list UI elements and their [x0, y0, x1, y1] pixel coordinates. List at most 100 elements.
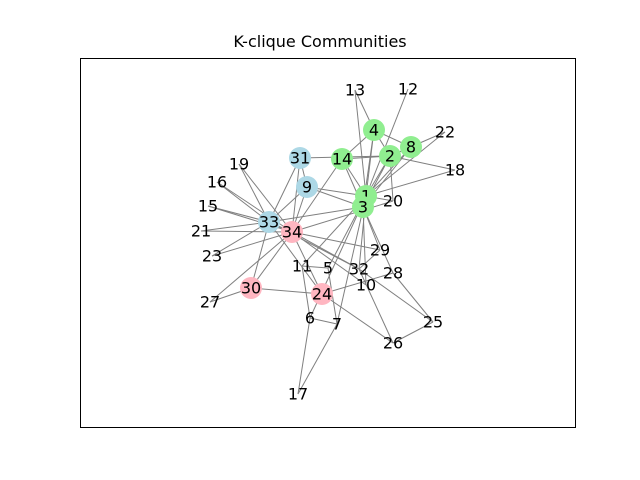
edge-14-34 — [291, 158, 343, 233]
node-circle-33 — [258, 211, 280, 233]
node-label-4: 4 — [369, 121, 379, 140]
edge-29-32 — [358, 249, 381, 270]
node-14: 14 — [331, 148, 353, 170]
edge-3-28 — [362, 206, 394, 274]
node-circle-2 — [379, 145, 401, 167]
node-7: 7 — [332, 315, 342, 334]
node-12: 12 — [398, 80, 418, 99]
edge-25-32 — [358, 268, 434, 323]
node-label-18: 18 — [445, 161, 465, 180]
node-22: 22 — [435, 123, 455, 142]
node-label-12: 12 — [398, 80, 418, 99]
node-label-17: 17 — [288, 385, 308, 404]
node-9: 9 — [296, 176, 318, 198]
node-circle-30 — [240, 277, 262, 299]
node-11: 11 — [292, 257, 312, 276]
node-16: 16 — [207, 173, 227, 192]
node-27: 27 — [200, 293, 220, 312]
edge-27-34 — [209, 231, 293, 303]
node-5: 5 — [323, 259, 333, 278]
edge-25-28 — [392, 272, 434, 323]
node-label-10: 10 — [356, 276, 376, 295]
node-label-1: 1 — [361, 187, 371, 206]
node-label-26: 26 — [383, 334, 403, 353]
edge-23-34 — [211, 231, 293, 257]
node-label-15: 15 — [198, 197, 218, 216]
node-label-3: 3 — [358, 198, 368, 217]
node-32: 32 — [349, 260, 369, 279]
node-18: 18 — [445, 161, 465, 180]
plot-frame — [80, 58, 576, 428]
edge-3-33 — [268, 206, 364, 223]
node-label-32: 32 — [349, 260, 369, 279]
node-19: 19 — [229, 155, 249, 174]
node-label-6: 6 — [305, 309, 315, 328]
node-label-25: 25 — [423, 313, 443, 332]
node-circle-31 — [289, 147, 311, 169]
node-29: 29 — [370, 241, 390, 260]
node-label-20: 20 — [383, 192, 403, 211]
edge-1-12 — [365, 88, 409, 197]
node-label-19: 19 — [229, 155, 249, 174]
node-4: 4 — [363, 119, 385, 141]
node-8: 8 — [400, 136, 422, 158]
edge-6-11 — [301, 265, 311, 319]
node-20: 20 — [383, 192, 403, 211]
edge-21-33 — [200, 221, 270, 232]
graph-title: K-clique Communities — [233, 32, 407, 51]
node-circle-3 — [352, 196, 374, 218]
node-label-9: 9 — [302, 178, 312, 197]
edge-23-33 — [211, 221, 270, 257]
node-label-31: 31 — [290, 149, 310, 168]
edge-1-13 — [354, 89, 367, 197]
node-label-34: 34 — [282, 223, 302, 242]
edge-24-26 — [321, 293, 394, 344]
node-31: 31 — [289, 147, 311, 169]
node-label-33: 33 — [259, 213, 279, 232]
edge-31-34 — [291, 157, 301, 233]
node-33: 33 — [258, 211, 280, 233]
edge-6-7 — [309, 317, 338, 325]
node-label-22: 22 — [435, 123, 455, 142]
edge-5-11 — [301, 265, 329, 269]
edge-3-10 — [362, 206, 367, 286]
node-34: 34 — [281, 221, 303, 243]
edge-layer — [200, 88, 456, 395]
node-13: 13 — [345, 81, 365, 100]
node-label-14: 14 — [332, 150, 352, 169]
node-circle-8 — [400, 136, 422, 158]
edge-24-30 — [250, 287, 323, 295]
node-21: 21 — [191, 222, 211, 241]
edge-29-34 — [291, 231, 381, 251]
node-10: 10 — [356, 276, 376, 295]
node-17: 17 — [288, 385, 308, 404]
node-label-27: 27 — [200, 293, 220, 312]
node-label-7: 7 — [332, 315, 342, 334]
node-label-23: 23 — [202, 247, 222, 266]
node-label-24: 24 — [312, 285, 332, 304]
node-circle-34 — [281, 221, 303, 243]
edge-2-18 — [389, 155, 456, 171]
node-2: 2 — [379, 145, 401, 167]
edge-24-33 — [268, 221, 323, 295]
node-label-5: 5 — [323, 259, 333, 278]
node-30: 30 — [240, 277, 262, 299]
node-label-29: 29 — [370, 241, 390, 260]
node-3: 3 — [352, 196, 374, 218]
node-26: 26 — [383, 334, 403, 353]
node-label-28: 28 — [383, 264, 403, 283]
node-28: 28 — [383, 264, 403, 283]
node-label-8: 8 — [406, 138, 416, 157]
edge-24-28 — [321, 272, 394, 295]
node-label-30: 30 — [241, 279, 261, 298]
edge-19-34 — [238, 163, 293, 233]
node-6: 6 — [305, 309, 315, 328]
edge-20-34 — [291, 200, 394, 233]
node-23: 23 — [202, 247, 222, 266]
edge-24-34 — [291, 231, 323, 295]
node-15: 15 — [198, 197, 218, 216]
edge-16-34 — [216, 181, 293, 233]
edge-7-17 — [297, 323, 338, 395]
